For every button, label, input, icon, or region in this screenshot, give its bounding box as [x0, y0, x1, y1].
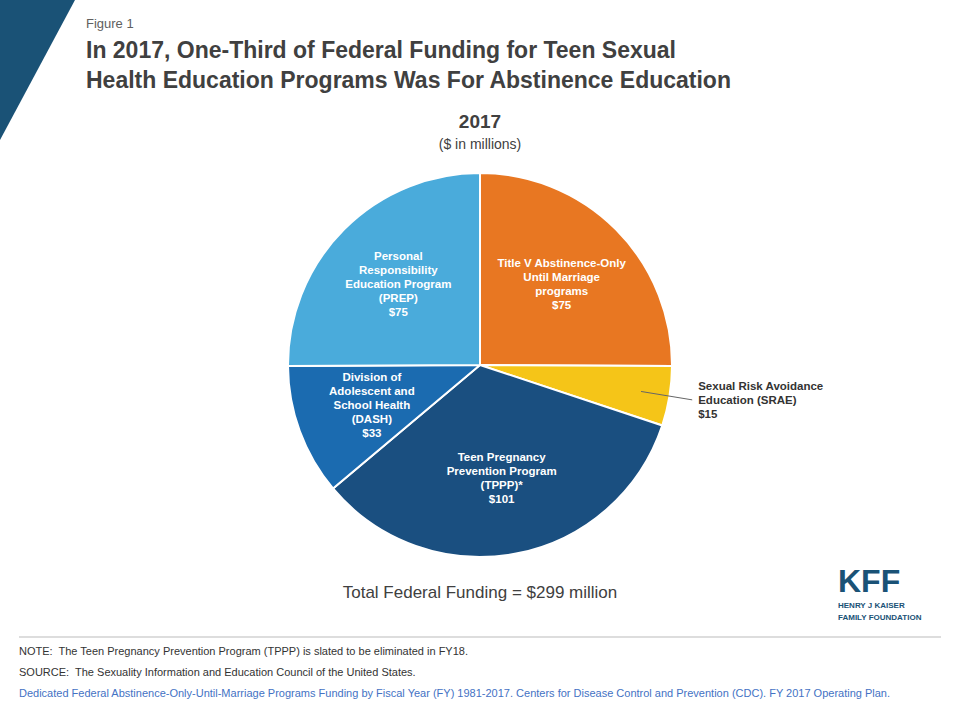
- slice-category: Prevention Program: [447, 465, 557, 477]
- slice-category: Personal: [374, 250, 423, 262]
- logo-text: HENRY J KAISER: [838, 601, 905, 610]
- slice-category: Adolescent and: [329, 385, 415, 397]
- footnote: Dedicated Federal Abstinence-Only-Until-…: [19, 687, 890, 699]
- slice-value: $101: [489, 493, 515, 505]
- slice-category: Responsibility: [359, 264, 438, 276]
- title-line: Health Education Programs Was For Abstin…: [86, 67, 731, 93]
- slice-category: Until Marriage: [523, 271, 600, 283]
- chart-subtitle: ($ in millions): [439, 136, 521, 152]
- slice-category: (PREP): [379, 292, 418, 304]
- footnote: SOURCE: The Sexuality Information and Ed…: [19, 666, 419, 678]
- slice-category: programs: [535, 285, 588, 297]
- slice-value: $75: [389, 306, 409, 318]
- slice-category: Title V Abstinence-Only: [497, 257, 626, 269]
- logo-text: FAMILY FOUNDATION: [838, 613, 922, 622]
- chart: Figure 1 In 2017, One-Third of Federal Fu…: [0, 0, 960, 720]
- leader-line: [641, 391, 692, 399]
- slice-label: Personal Responsibility Education Program (…: [345, 250, 451, 318]
- figure-label: Figure 1: [86, 16, 134, 31]
- chart-title: 2017: [459, 111, 501, 132]
- slice-label: Title V Abstinence-Only Until Marriage pro…: [497, 257, 626, 311]
- pie-slice: [480, 173, 672, 366]
- slice-label: Sexual Risk Avoidance Education (SRAE) $15: [698, 380, 823, 420]
- pie: [288, 173, 672, 557]
- slice-label: Division of Adolescent and School Health (D…: [329, 371, 415, 439]
- slice-category: Teen Pregnancy: [458, 451, 547, 463]
- slice-category: (DASH): [352, 413, 392, 425]
- slice-category: Sexual Risk Avoidance: [698, 380, 823, 392]
- slice-value: $15: [698, 408, 718, 420]
- slice-category: (TPPP)*: [481, 479, 524, 491]
- title: In 2017, One-Third of Federal Funding fo…: [86, 37, 731, 93]
- logo-text: KFF: [838, 563, 900, 599]
- title-line: In 2017, One-Third of Federal Funding fo…: [86, 37, 676, 63]
- separator: [19, 637, 941, 638]
- background: [0, 0, 960, 720]
- total-label: Total Federal Funding = $299 million: [343, 583, 618, 602]
- pie-slice: [288, 173, 480, 366]
- slice-category: Division of: [342, 371, 401, 383]
- slice-label: Teen Pregnancy Prevention Program (TPPP)* $…: [447, 451, 557, 505]
- slice-category: Education Program: [345, 278, 451, 290]
- slice-value: $33: [362, 427, 381, 439]
- corner-decoration: [0, 0, 75, 140]
- slice-value: $75: [552, 299, 572, 311]
- slice-labels: Title V Abstinence-Only Until Marriage pro…: [329, 250, 823, 505]
- slice-category: Education (SRAE): [698, 394, 797, 406]
- slice-category: School Health: [334, 399, 411, 411]
- footnote: NOTE: The Teen Pregnancy Prevention Prog…: [19, 645, 468, 657]
